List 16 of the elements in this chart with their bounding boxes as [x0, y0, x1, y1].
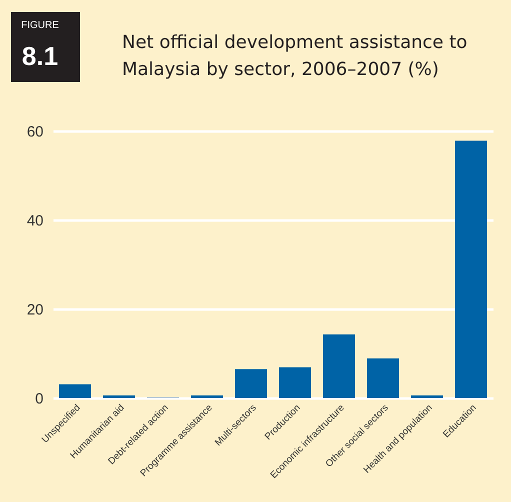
- chart-title: Net official development assistance to Malaysia by sector, 2006–2007 (%): [122, 32, 468, 80]
- bar: [191, 395, 223, 398]
- bar: [455, 140, 487, 398]
- bar: [59, 384, 91, 398]
- y-tick-label: 20: [26, 302, 44, 318]
- bar: [323, 334, 355, 398]
- text: 8.1: [22, 41, 58, 71]
- text: FIGURE: [21, 20, 60, 31]
- bar: [103, 395, 135, 398]
- bar: [411, 395, 443, 398]
- y-tick-label: 40: [26, 212, 44, 230]
- bar: [367, 358, 399, 398]
- y-tick-label: 60: [26, 124, 44, 140]
- y-tick-label: 0: [35, 390, 44, 408]
- bar: [279, 367, 311, 398]
- bar: [235, 369, 267, 398]
